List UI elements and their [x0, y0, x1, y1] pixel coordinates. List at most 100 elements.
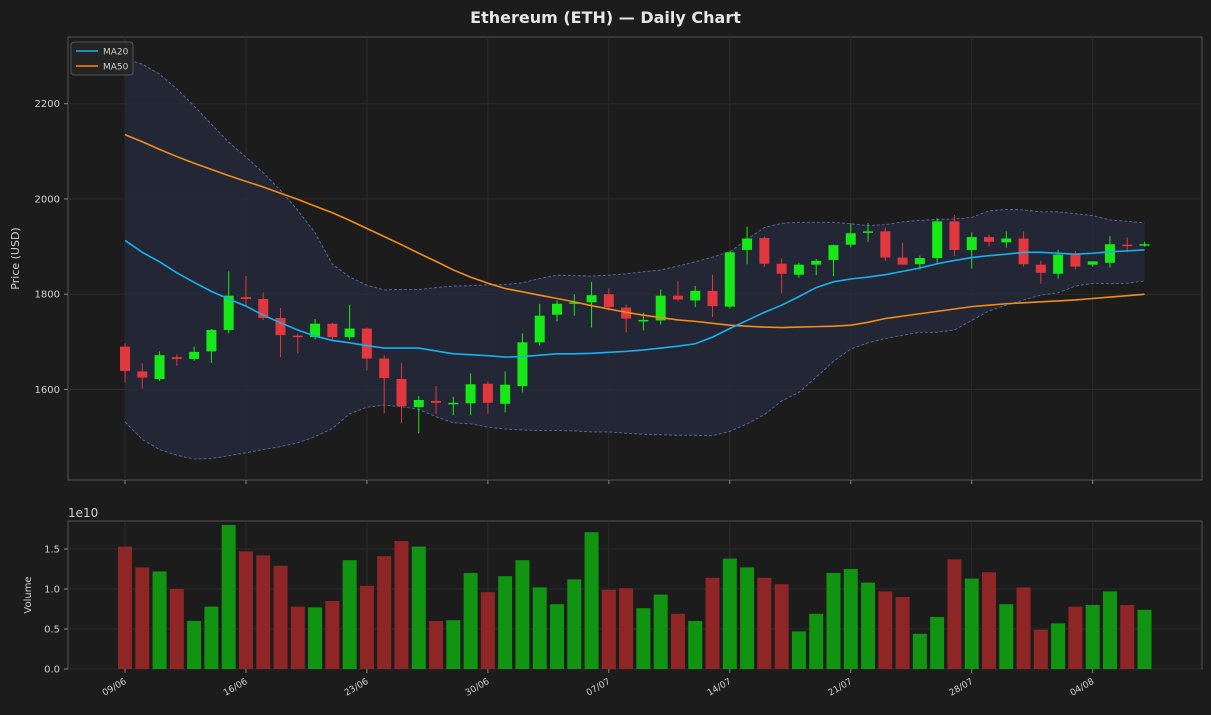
volume-bar — [342, 560, 357, 669]
candle-body — [1070, 254, 1081, 267]
candle-body — [984, 237, 994, 242]
candle-body — [465, 384, 476, 404]
candle-body — [534, 315, 545, 343]
price-ytick-label: 1800 — [35, 290, 60, 301]
candle-body — [914, 258, 925, 265]
candle-body — [603, 294, 614, 308]
candle-body — [206, 329, 217, 352]
candle-body — [811, 260, 822, 265]
volume-bar — [809, 613, 824, 669]
candle-body — [880, 231, 891, 258]
candle-body — [1139, 244, 1150, 246]
volume-bar — [688, 621, 703, 669]
volume-bar — [705, 577, 720, 669]
volume-bar — [1068, 606, 1083, 669]
candle-body — [361, 328, 372, 359]
candle-body — [759, 238, 770, 264]
volume-bar — [722, 558, 737, 669]
volume-bar — [273, 565, 288, 669]
candle-body — [1053, 254, 1064, 274]
candle-body — [966, 237, 977, 250]
candle-body — [327, 323, 338, 338]
volume-bar — [411, 546, 426, 669]
volume-bar — [1051, 623, 1066, 669]
price-ytick-label: 2200 — [35, 99, 60, 110]
volume-bar — [1033, 629, 1048, 669]
volume-bar — [791, 631, 806, 669]
volume-bar — [1137, 609, 1152, 669]
date-tick-label: 14/07 — [706, 677, 733, 699]
candle-body — [396, 379, 407, 407]
volume-bar — [290, 606, 305, 669]
volume-bar — [670, 613, 685, 669]
candle-body — [1104, 244, 1115, 263]
volume-bar — [550, 604, 564, 669]
price-axis-label: Price (USD) — [9, 227, 22, 289]
volume-bar — [498, 576, 513, 669]
candle-body — [517, 342, 528, 387]
candle-body — [1122, 244, 1133, 247]
candle-body — [154, 355, 165, 380]
volume-bar — [740, 567, 755, 669]
volume-bar — [221, 525, 236, 669]
candle-body — [448, 402, 459, 405]
volume-bar — [912, 633, 927, 669]
candle-body — [258, 298, 269, 319]
volume-ytick-label: 0.0 — [44, 665, 60, 676]
date-tick-label: 21/07 — [827, 677, 854, 699]
candle-body — [310, 323, 321, 338]
volume-bar — [532, 587, 547, 669]
candle-body — [845, 233, 856, 245]
volume-bar — [999, 604, 1014, 669]
date-tick-label: 09/06 — [101, 677, 129, 699]
volume-bar — [567, 579, 582, 669]
volume-bar — [774, 584, 789, 669]
volume-bar — [930, 617, 945, 669]
date-tick-label: 04/08 — [1069, 677, 1097, 699]
price-ytick-label: 1600 — [35, 385, 60, 396]
volume-bar — [463, 573, 478, 669]
candle-body — [171, 357, 182, 360]
date-tick-label: 30/06 — [464, 677, 492, 699]
candle-body — [586, 295, 597, 303]
volume-bar — [947, 559, 962, 669]
chart-title: Ethereum (ETH) — Daily Chart — [470, 8, 741, 27]
candle-body — [292, 335, 303, 338]
date-tick-label: 28/07 — [948, 677, 975, 699]
volume-bar — [601, 589, 616, 669]
volume-bar — [826, 573, 841, 669]
candle-body — [413, 399, 424, 408]
volume-bar — [982, 572, 996, 669]
candle-body — [707, 290, 718, 307]
upper-band-line — [124, 58, 1145, 291]
volume-bar — [636, 608, 651, 669]
volume-bar — [480, 592, 495, 669]
candle-body — [569, 302, 580, 304]
volume-bar — [1102, 591, 1117, 669]
volume-bar — [169, 589, 184, 669]
volume-bar — [964, 578, 979, 669]
volume-bar — [515, 560, 530, 669]
candle-body — [863, 231, 874, 233]
candle-body — [1001, 238, 1012, 243]
volume-bar — [653, 594, 668, 669]
candle-body — [275, 318, 286, 336]
candle-body — [482, 383, 493, 403]
volume-bar — [308, 607, 323, 669]
candle-body — [189, 351, 200, 360]
legend-label-ma50: MA50 — [103, 63, 129, 73]
volume-axis-label: Volume — [23, 576, 34, 613]
candle-body — [379, 358, 390, 379]
candle-body — [638, 319, 649, 322]
volume-bar — [1120, 605, 1135, 669]
volume-multiplier-label: 1e10 — [68, 506, 98, 520]
volume-bar — [135, 567, 150, 669]
candle-body — [344, 328, 355, 338]
candle-body — [897, 257, 908, 265]
candle-body — [120, 346, 130, 371]
volume-ytick-label: 1.0 — [44, 585, 60, 596]
date-tick-label: 16/06 — [222, 677, 250, 699]
candle-body — [949, 221, 960, 250]
candle-body — [240, 297, 251, 299]
